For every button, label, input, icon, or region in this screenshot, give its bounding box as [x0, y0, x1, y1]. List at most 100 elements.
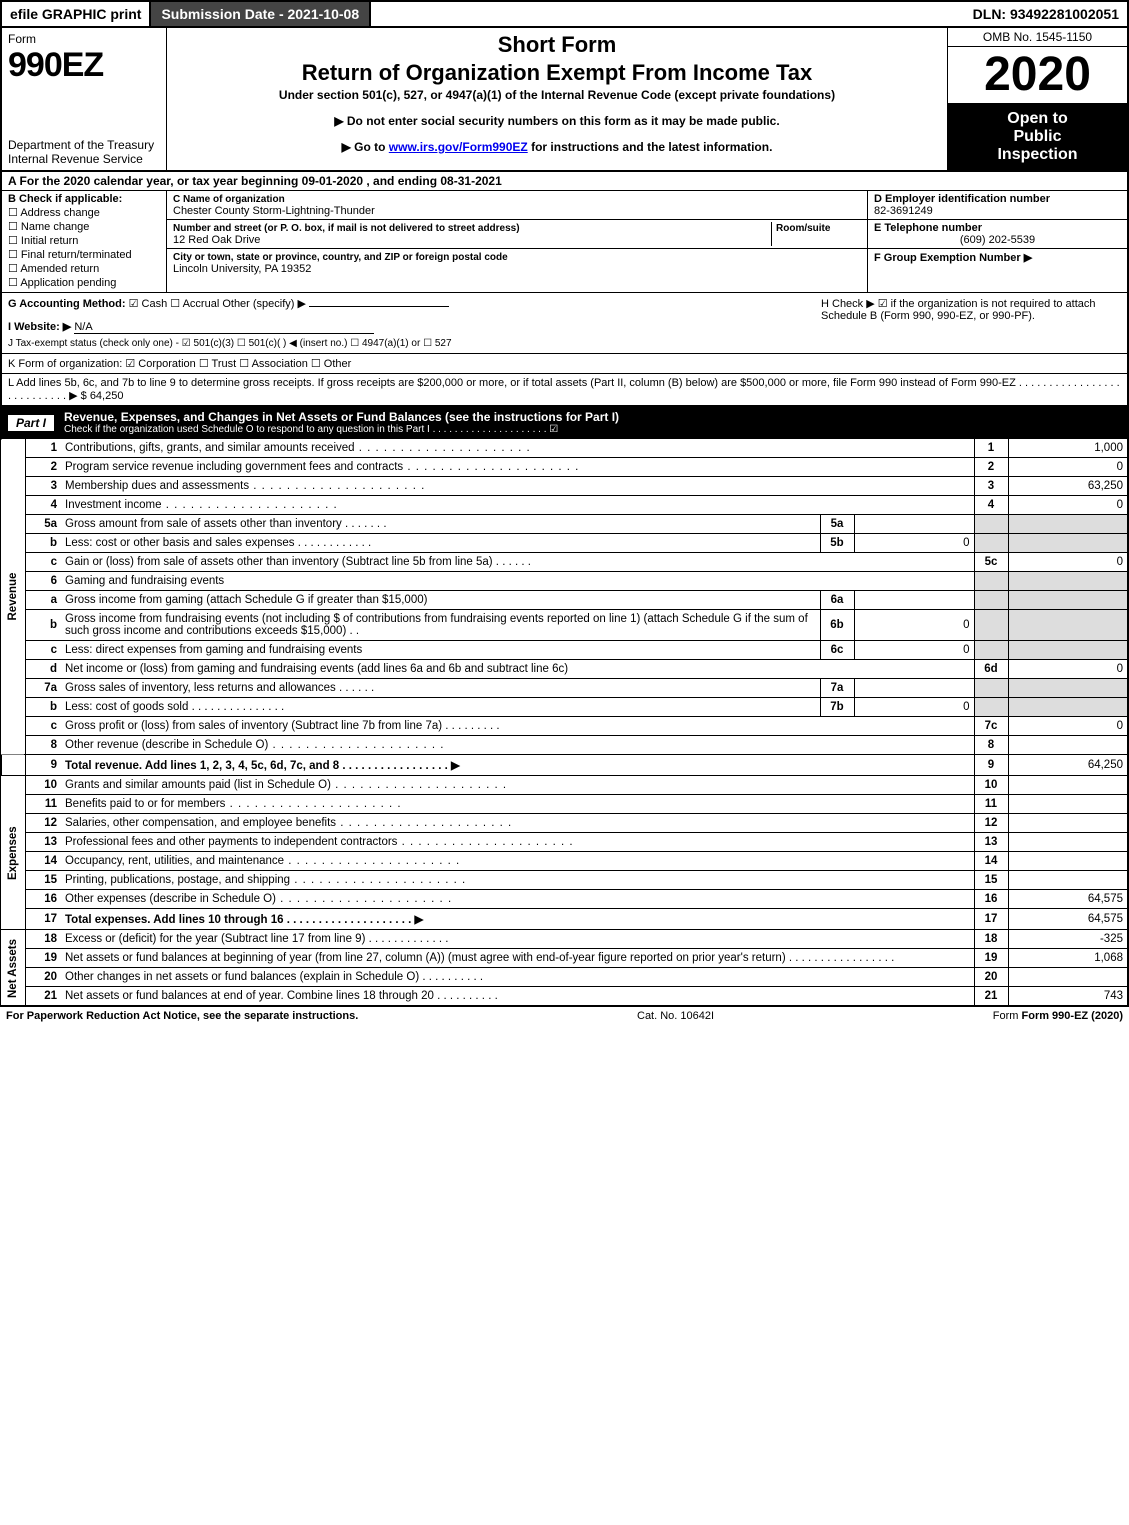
right-num-shade [974, 534, 1008, 553]
right-num: 21 [974, 987, 1008, 1006]
line-num: 17 [25, 909, 61, 930]
city-row: City or town, state or province, country… [167, 249, 867, 277]
table-row: b Less: cost or other basis and sales ex… [1, 534, 1128, 553]
line-num: 6 [25, 572, 61, 591]
room-label: Room/suite [776, 223, 830, 234]
dots [249, 480, 425, 492]
dots [225, 798, 401, 810]
line-desc: Less: cost of goods sold [65, 701, 188, 713]
line-desc: Gross income from gaming (attach Schedul… [65, 594, 427, 606]
org-name: Chester County Storm-Lightning-Thunder [173, 205, 375, 217]
ein: 82-3691249 [874, 205, 933, 217]
right-val [1008, 736, 1128, 755]
line-desc: Gross amount from sale of assets other t… [65, 518, 342, 530]
table-row: b Gross income from fundraising events (… [1, 610, 1128, 641]
table-row: 5a Gross amount from sale of assets othe… [1, 515, 1128, 534]
right-num: 10 [974, 776, 1008, 795]
blank [1, 755, 25, 776]
mid-val [854, 679, 974, 698]
mid-num: 6a [820, 591, 854, 610]
right-val [1008, 852, 1128, 871]
line-desc: Less: direct expenses from gaming and fu… [65, 644, 362, 656]
g-other[interactable]: Other (specify) ▶ [222, 298, 306, 310]
right-val-shade [1008, 679, 1128, 698]
footer: For Paperwork Reduction Act Notice, see … [0, 1006, 1129, 1025]
form-header: Form 990EZ Department of the Treasury In… [0, 28, 1129, 172]
tel: (609) 202-5539 [874, 234, 1121, 246]
header-right: OMB No. 1545-1150 2020 Open to Public In… [947, 28, 1127, 170]
line-desc: Other changes in net assets or fund bala… [65, 971, 419, 983]
table-row: 14 Occupancy, rent, utilities, and maint… [1, 852, 1128, 871]
line-desc: Gross profit or (loss) from sales of inv… [65, 720, 442, 732]
chk-amended-return[interactable]: ☐ Amended return [8, 262, 160, 275]
col-c: C Name of organization Chester County St… [167, 191, 867, 292]
line-num: c [25, 641, 61, 660]
city-label: City or town, state or province, country… [173, 252, 508, 263]
line-desc: Gain or (loss) from sale of assets other… [65, 556, 493, 568]
chk-address-change[interactable]: ☐ Address change [8, 206, 160, 219]
right-num: 3 [974, 477, 1008, 496]
table-row: 3 Membership dues and assessments 3 63,2… [1, 477, 1128, 496]
table-row: 11 Benefits paid to or for members 11 [1, 795, 1128, 814]
line-j: J Tax-exempt status (check only one) - ☑… [8, 338, 821, 349]
mid-val: 0 [854, 610, 974, 641]
right-num: 12 [974, 814, 1008, 833]
line-num: 9 [25, 755, 61, 776]
line-num: 14 [25, 852, 61, 871]
table-row: c Gain or (loss) from sale of assets oth… [1, 553, 1128, 572]
expenses-side-label: Expenses [1, 776, 25, 930]
line-desc: Grants and similar amounts paid (list in… [65, 779, 331, 791]
right-num: 20 [974, 968, 1008, 987]
right-val: 0 [1008, 458, 1128, 477]
right-num: 17 [974, 909, 1008, 930]
g-other-input[interactable] [309, 306, 449, 307]
open-2: Public [954, 128, 1121, 146]
form-label: Form [8, 32, 160, 46]
g-accrual[interactable]: ☐ Accrual [170, 298, 219, 310]
chk-final-return[interactable]: ☐ Final return/terminated [8, 248, 160, 261]
footer-center: Cat. No. 10642I [637, 1010, 714, 1022]
irs-link[interactable]: www.irs.gov/Form990EZ [389, 140, 528, 154]
col-b: B Check if applicable: ☐ Address change … [2, 191, 167, 292]
right-num: 4 [974, 496, 1008, 515]
efile-label[interactable]: efile GRAPHIC print [2, 2, 151, 26]
chk-label: Initial return [21, 235, 78, 247]
mid-val [854, 515, 974, 534]
line-desc: Other revenue (describe in Schedule O) [65, 739, 268, 751]
right-val [1008, 833, 1128, 852]
line-num: b [25, 534, 61, 553]
accrual-label: Accrual [183, 298, 220, 310]
line-desc: Gross sales of inventory, less returns a… [65, 682, 336, 694]
cash-label: Cash [142, 298, 168, 310]
line-num: b [25, 610, 61, 641]
line-num: 12 [25, 814, 61, 833]
line-desc: Professional fees and other payments to … [65, 836, 397, 848]
dir2-post: for instructions and the latest informat… [528, 140, 773, 154]
dln-label: DLN: 93492281002051 [965, 2, 1127, 26]
right-num: 13 [974, 833, 1008, 852]
line-desc: Gross income from fundraising events (no… [65, 613, 808, 637]
short-form-title: Short Form [173, 32, 941, 58]
part-1-sub: Check if the organization used Schedule … [64, 424, 619, 435]
info-block: B Check if applicable: ☐ Address change … [0, 191, 1129, 293]
chk-application-pending[interactable]: ☐ Application pending [8, 276, 160, 289]
right-val-shade [1008, 534, 1128, 553]
right-num: 14 [974, 852, 1008, 871]
tel-block: E Telephone number (609) 202-5539 [868, 220, 1127, 249]
right-val [1008, 871, 1128, 890]
line-num: d [25, 660, 61, 679]
table-row: 16 Other expenses (describe in Schedule … [1, 890, 1128, 909]
netassets-side-label: Net Assets [1, 930, 25, 1006]
chk-name-change[interactable]: ☐ Name change [8, 220, 160, 233]
g-label: G Accounting Method: [8, 298, 126, 310]
chk-initial-return[interactable]: ☐ Initial return [8, 234, 160, 247]
g-cash[interactable]: ☑ Cash [129, 298, 168, 310]
right-num: 2 [974, 458, 1008, 477]
right-num: 15 [974, 871, 1008, 890]
right-val: 64,575 [1008, 909, 1128, 930]
right-val: 1,068 [1008, 949, 1128, 968]
dots [162, 499, 338, 511]
right-num-shade [974, 591, 1008, 610]
right-num: 19 [974, 949, 1008, 968]
part-1-table: Revenue 1 Contributions, gifts, grants, … [0, 439, 1129, 1006]
